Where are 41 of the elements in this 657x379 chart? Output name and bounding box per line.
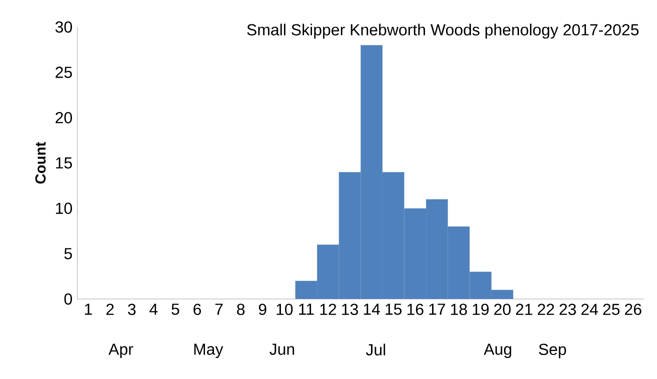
x-tick-label: 1 [84,304,92,315]
x-tick-label: 9 [258,304,266,316]
y-tick-label: 30 [55,21,72,33]
text: Apr [108,344,134,358]
x-tick-label: 19 [472,304,489,316]
x-tick-label: 26 [625,304,642,316]
x-tick-label: 14 [364,304,380,315]
text: May [194,344,224,358]
text: Sep [538,344,566,358]
y-tick-label: 20 [56,112,72,124]
x-tick-label: 8 [237,304,245,316]
x-tick-label: 25 [603,304,620,316]
chart-title: Small Skipper Knebworth Woods phenology 2017-2025 [247,24,639,39]
x-tick-label: 23 [560,304,576,316]
x-tick-label: 2 [106,304,114,315]
text: Jul [366,344,386,356]
x-tick-label: 20 [494,304,511,316]
x-tick-label: 15 [386,304,402,315]
x-tick-label: 3 [128,304,136,316]
x-tick-label: 24 [581,304,598,315]
x-tick-label: 7 [215,304,223,315]
x-tick-label: 17 [429,304,446,315]
x-tick-label: 16 [407,304,424,316]
x-tick-label: 11 [299,304,314,315]
x-tick-label: 18 [451,304,467,316]
x-tick-label: 10 [276,304,293,316]
x-tick-label: 4 [150,304,158,315]
y-tick-label: 5 [64,248,72,260]
y-tick-label: 15 [56,157,72,169]
text: Jun [270,344,294,355]
y-tick-label: 0 [64,293,72,305]
text: Aug [484,344,512,358]
y-tick-label: 10 [56,202,72,214]
x-tick-label: 6 [194,304,201,316]
x-tick-label: 12 [320,304,336,315]
y-axis-title: Count [35,142,46,184]
x-tick-label: 13 [342,304,358,316]
x-tick-label: 21 [516,304,532,315]
x-tick-label: 5 [172,304,180,315]
x-tick-label: 22 [538,304,554,315]
y-tick-label: 25 [56,66,72,78]
